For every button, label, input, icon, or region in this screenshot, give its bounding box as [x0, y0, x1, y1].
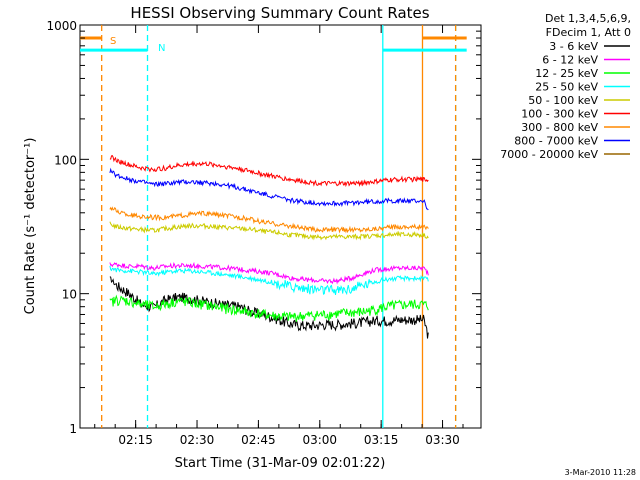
legend-label-0: 3 - 6 keV — [549, 40, 598, 53]
series-line-5 — [109, 154, 429, 188]
legend-label-3: 25 - 50 keV — [535, 81, 598, 94]
series-line-4 — [109, 221, 429, 241]
series-line-6 — [109, 206, 429, 234]
legend-header-1: Det 1,3,4,5,6,9, — [545, 12, 631, 25]
flag-segments — [80, 36, 467, 52]
legend-label-2: 12 - 25 keV — [535, 67, 598, 80]
legend-label-6: 300 - 800 keV — [521, 121, 598, 134]
x-tick-label-4: 03:15 — [364, 433, 399, 447]
legend-label-8: 7000 - 20000 keV — [500, 148, 598, 161]
annotation-1: N — [158, 43, 165, 54]
x-tick-label-3: 03:00 — [302, 433, 337, 447]
legend: Det 1,3,4,5,6,9, FDecim 1, Att 0 3 - 6 k… — [500, 12, 631, 161]
series-line-7 — [109, 167, 429, 211]
x-tick-label-0: 02:15 — [118, 433, 153, 447]
vertical-lines — [101, 25, 457, 428]
y-axis-label: Count Rate (s⁻¹ detector⁻¹) — [23, 138, 38, 315]
annotation-0: S — [110, 36, 116, 47]
series-line-1 — [109, 261, 429, 285]
series-line-2 — [109, 294, 429, 322]
chart-title: HESSI Observing Summary Count Rates — [130, 4, 429, 22]
x-tick-label-2: 02:45 — [241, 433, 276, 447]
x-axis: 02:15 02:30 02:45 03:00 03:15 03:30 — [94, 25, 464, 447]
y-tick-label-3: 1000 — [46, 19, 77, 33]
y-axis: 1 10 100 1000 — [46, 19, 481, 436]
legend-label-1: 6 - 12 keV — [542, 54, 598, 67]
series-line-3 — [109, 265, 429, 296]
footer-date: 3-Mar-2010 11:28 — [565, 468, 636, 477]
x-axis-label: Start Time (31-Mar-09 02:01:22) — [175, 456, 386, 471]
y-tick-label-2: 100 — [54, 153, 77, 167]
legend-header-2: FDecim 1, Att 0 — [546, 26, 631, 39]
legend-label-4: 50 - 100 keV — [528, 94, 598, 107]
annotations: SN — [110, 36, 165, 54]
series-group — [109, 154, 429, 339]
legend-label-7: 800 - 7000 keV — [514, 135, 598, 148]
x-tick-label-1: 02:30 — [180, 433, 215, 447]
legend-label-5: 100 - 300 keV — [521, 108, 598, 121]
y-tick-label-0: 1 — [69, 422, 77, 436]
x-tick-label-5: 03:30 — [425, 433, 460, 447]
plot-frame — [79, 24, 482, 429]
y-tick-label-1: 10 — [62, 288, 77, 302]
